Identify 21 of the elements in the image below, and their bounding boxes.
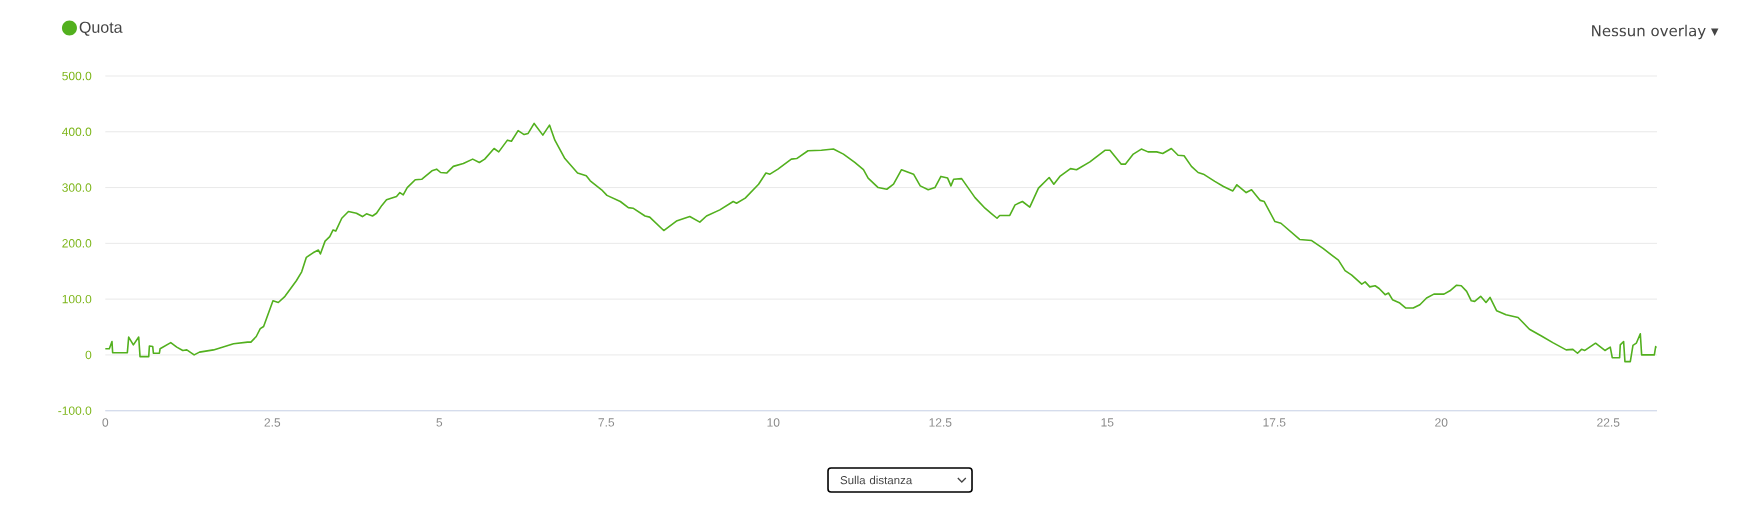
y-tick-label: -100.0	[58, 406, 92, 415]
x-tick-label: 7.5	[598, 418, 615, 427]
x-tick-label: 5	[436, 418, 443, 427]
y-tick-label: 500.0	[62, 71, 92, 81]
x-tick-label: 17.5	[1263, 418, 1286, 427]
x-tick-label: 10	[767, 418, 780, 427]
x-tick-label: 0	[102, 418, 109, 427]
x-tick-label: 2.5	[264, 418, 281, 427]
text: Sulla distanza	[840, 475, 913, 485]
y-tick-label: 0	[85, 350, 92, 360]
text: Nessun overlay ▾	[1592, 24, 1719, 40]
y-tick-label: 400.0	[62, 127, 92, 137]
x-tick-label: 22.5	[1597, 418, 1620, 427]
x-tick-label: 12.5	[929, 418, 952, 427]
legend-label: Quota	[79, 21, 123, 36]
y-tick-label: 100.0	[62, 294, 92, 304]
line-series	[104, 122, 1658, 363]
x-tick-label: 15	[1101, 418, 1114, 427]
y-tick-label: 200.0	[62, 239, 92, 248]
x-tick-label: 20	[1435, 418, 1448, 427]
y-tick-label: 300.0	[62, 183, 92, 192]
